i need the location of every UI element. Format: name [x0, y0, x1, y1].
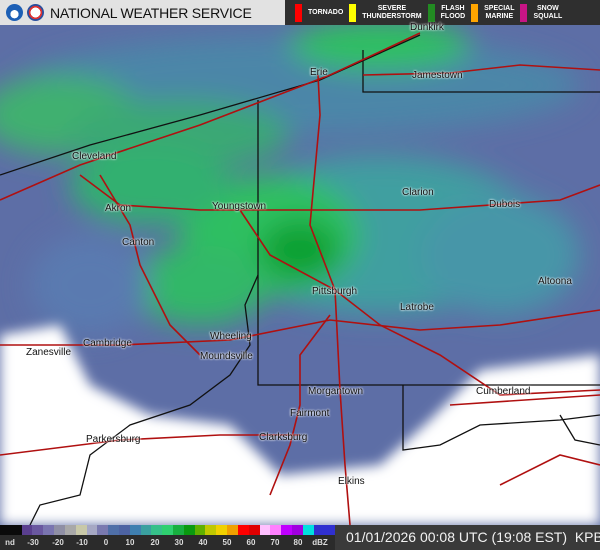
scale-tick-label: 70: [270, 538, 280, 547]
colorbar-segment: [173, 525, 184, 535]
reflectivity-blobs: [0, 20, 580, 335]
scale-tick-label: 80: [293, 538, 303, 547]
scale-tick-label: 10: [125, 538, 135, 547]
colorbar-segment: [0, 525, 11, 535]
city-label: Elkins: [338, 476, 365, 487]
warning-swatch: [520, 3, 528, 22]
scale-tick-label: dBZ: [312, 538, 328, 547]
city-label: Morgantown: [308, 386, 364, 397]
colorbar-segment: [140, 525, 152, 535]
warning-label: TORNADO: [308, 8, 344, 16]
nws-logo-icon: [27, 4, 44, 21]
colorbar-segment: [108, 525, 119, 535]
highways: [0, 32, 600, 526]
colorbar-segment: [291, 525, 303, 535]
scale-tick-label: -30: [27, 538, 39, 547]
scale-tick-label: 40: [198, 538, 208, 547]
colorbar-segment: [324, 525, 336, 535]
colorbar-segment: [162, 525, 173, 535]
warning-label: SEVERE THUNDERSTORM: [362, 4, 422, 20]
warning-legend-item: SEVERE THUNDERSTORM: [349, 3, 422, 22]
warning-legend-item: SNOW SQUALL: [520, 3, 563, 22]
reflectivity-colorbar: [0, 525, 336, 535]
city-label: Wheeling: [210, 331, 252, 342]
city-label: Parkersburg: [86, 434, 141, 445]
colorbar-segment: [259, 525, 271, 535]
colorbar-segment: [129, 525, 141, 535]
warning-legend-item: SPECIAL MARINE: [471, 3, 515, 22]
city-label: Pittsburgh: [312, 286, 358, 297]
warning-label: SPECIAL MARINE: [484, 4, 515, 20]
no-echo-areas: [0, 325, 600, 525]
scale-tick-label: 60: [246, 538, 256, 547]
city-label: Fairmont: [290, 408, 330, 419]
city-label: Dunkirk: [410, 22, 444, 33]
city-label: Jamestown: [412, 70, 463, 81]
colorbar-segment: [313, 525, 325, 535]
colorbar-segment: [10, 525, 22, 535]
colorbar-segment: [151, 525, 163, 535]
scale-tick-label: -20: [52, 538, 64, 547]
warning-legend-item: TORNADO: [295, 3, 344, 22]
colorbar-segment: [32, 525, 44, 535]
colorbar-segment: [54, 525, 65, 535]
colorbar-segment: [205, 525, 217, 535]
warning-legend: TORNADO SEVERE THUNDERSTORM FLASH FLOOD SPE…: [285, 0, 600, 25]
warning-swatch: [349, 3, 357, 22]
warning-swatch: [295, 3, 302, 22]
colorbar-segment: [216, 525, 228, 535]
warning-label: SNOW SQUALL: [533, 4, 563, 20]
warning-label: FLASH FLOOD: [440, 4, 466, 20]
colorbar-segment: [194, 525, 206, 535]
warning-swatch: [427, 3, 435, 22]
colorbar-segment: [86, 525, 98, 535]
colorbar-segment: [118, 525, 130, 535]
noaa-logo-icon: [6, 4, 23, 21]
colorbar-segment: [21, 525, 33, 535]
header: NATIONAL WEATHER SERVICE TORNADO SEVERE T…: [0, 0, 600, 25]
city-label: Clarksburg: [259, 432, 308, 443]
scale-tick-label: 0: [103, 538, 109, 547]
footer: nd -30 -20 -10 0 10 20 30 40 50 60 70 80 dBZ 01/01/20…: [0, 525, 600, 550]
colorbar-segment: [248, 525, 260, 535]
city-label: Clarion: [402, 187, 434, 198]
city-label: Dubois: [489, 199, 521, 210]
city-label: Moundsville: [200, 351, 253, 362]
colorbar-segment: [43, 525, 55, 535]
city-label: Cumberland: [476, 386, 531, 397]
city-label: Erie: [310, 67, 328, 78]
city-label: Cleveland: [72, 151, 117, 162]
colorbar-segment: [237, 525, 249, 535]
colorbar-segment: [75, 525, 87, 535]
city-label: Akron: [105, 203, 132, 214]
timestamp-text: 01/01/2026 00:08 UTC (19:08 EST): [346, 529, 568, 545]
reflectivity-scale: nd -30 -20 -10 0 10 20 30 40 50 60 70 80 dBZ: [0, 525, 336, 550]
colorbar-segment: [227, 525, 238, 535]
radar-map[interactable]: Dunkirk Erie Jamestown Cleveland Akron Youngs…: [0, 20, 600, 526]
scale-tick-label: 20: [150, 538, 160, 547]
radar-layer: [0, 20, 600, 526]
timestamp: 01/01/2026 00:08 UTC (19:08 EST) KPBZ: [346, 529, 600, 545]
colorbar-segment: [302, 525, 314, 535]
scale-tick-label: 50: [222, 538, 232, 547]
colorbar-segment: [64, 525, 76, 535]
city-label: Zanesville: [26, 347, 72, 358]
city-label: Altoona: [538, 276, 572, 287]
station-id: KPBZ: [574, 529, 600, 545]
city-label: Latrobe: [400, 302, 434, 313]
brand: NATIONAL WEATHER SERVICE: [0, 0, 285, 25]
scale-tick-label: -10: [76, 538, 88, 547]
scale-tick-label: nd: [5, 538, 15, 547]
city-label: Youngstown: [212, 201, 267, 212]
app-title: NATIONAL WEATHER SERVICE: [50, 4, 252, 21]
warning-legend-item: FLASH FLOOD: [427, 3, 466, 22]
city-label: Canton: [122, 237, 155, 248]
colorbar-segment: [183, 525, 195, 535]
scale-tick-label: 30: [174, 538, 184, 547]
city-label: Cambridge: [83, 338, 132, 349]
colorbar-segment: [281, 525, 292, 535]
warning-swatch: [471, 3, 479, 22]
colorbar-segment: [97, 525, 109, 535]
colorbar-segment: [270, 525, 282, 535]
